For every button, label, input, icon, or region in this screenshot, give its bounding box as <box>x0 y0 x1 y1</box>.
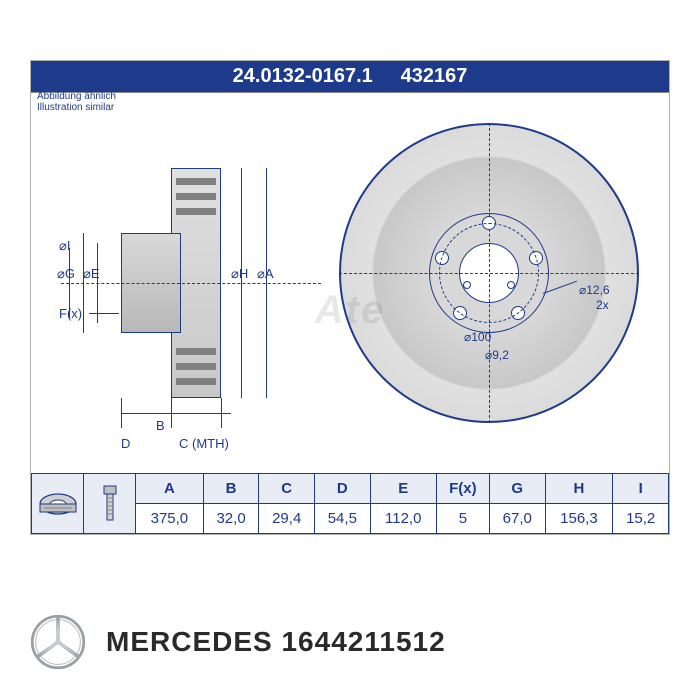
spec-card: 24.0132-0167.1 432167 Abbildung ähnlich … <box>30 60 670 535</box>
centerline <box>61 283 321 284</box>
side-view: ⌀I ⌀G ⌀E ⌀H ⌀A F(x) B D C (MTH) <box>61 148 321 418</box>
part-label: 24.0132-0167.1 <box>233 65 373 87</box>
val-I: 15,2 <box>613 504 669 534</box>
mercedes-logo-icon <box>30 614 86 670</box>
dim-line <box>97 243 98 323</box>
header-bar: 24.0132-0167.1 432167 <box>31 61 669 93</box>
bolt-icon-cell <box>84 474 136 534</box>
dim-line <box>83 233 84 333</box>
val-Fx: 5 <box>436 504 489 534</box>
val-E: 112,0 <box>370 504 436 534</box>
dim-line <box>221 398 222 428</box>
vent-slot <box>176 208 216 215</box>
face-view: ⌀100 ⌀9,2 ⌀12,6 2x <box>339 123 639 423</box>
dim-label-D: D <box>121 436 130 451</box>
note-line1: Abbildung ähnlich <box>37 91 116 102</box>
col-B: B <box>203 474 259 504</box>
col-D: D <box>315 474 371 504</box>
label-small-hole: ⌀9,2 <box>485 348 509 362</box>
dim-label-E: ⌀E <box>83 266 100 282</box>
oem-partno: 1644211512 <box>281 626 445 657</box>
col-H: H <box>545 474 613 504</box>
vent-slot <box>176 363 216 370</box>
val-H: 156,3 <box>545 504 613 534</box>
val-B: 32,0 <box>203 504 259 534</box>
label-bolt-qty: 2x <box>596 298 609 312</box>
col-I: I <box>613 474 669 504</box>
dim-line <box>266 168 267 398</box>
part-number: MERCEDES 1644211512 <box>106 626 446 658</box>
diagram-area: Ate ⌀I ⌀G ⌀E ⌀H ⌀A F(x <box>31 93 669 473</box>
val-A: 375,0 <box>136 504 204 534</box>
dim-label-A: ⌀A <box>257 266 274 282</box>
dim-line <box>89 313 119 314</box>
val-D: 54,5 <box>315 504 371 534</box>
col-A: A <box>136 474 204 504</box>
col-Fx: F(x) <box>436 474 489 504</box>
bolt-icon <box>96 482 124 526</box>
brake-disc-icon <box>36 482 80 526</box>
dim-label-Cmth: C (MTH) <box>179 436 229 451</box>
label-bolt-hole: ⌀12,6 <box>579 283 610 297</box>
col-E: E <box>370 474 436 504</box>
label-pcd: ⌀100 <box>464 330 491 344</box>
illustration-note: Abbildung ähnlich Illustration similar <box>37 91 116 113</box>
brand-name: MERCEDES <box>106 626 273 657</box>
vent-slot <box>176 378 216 385</box>
pcd-circle <box>439 223 539 323</box>
vent-slot <box>176 178 216 185</box>
table-header-row: A B C D E F(x) G H I <box>32 474 669 504</box>
dim-line <box>121 413 231 414</box>
dim-label-I: ⌀I <box>59 238 70 254</box>
note-line2: Illustration similar <box>37 102 116 113</box>
dim-label-H: ⌀H <box>231 266 248 282</box>
col-G: G <box>489 474 545 504</box>
alt-code: 432167 <box>401 65 468 87</box>
dim-label-B: B <box>156 418 165 433</box>
dim-line <box>171 398 172 428</box>
dim-line <box>121 398 122 428</box>
val-G: 67,0 <box>489 504 545 534</box>
dim-label-Fx: F(x) <box>59 306 82 321</box>
col-C: C <box>259 474 315 504</box>
dim-line <box>241 168 242 398</box>
footer: MERCEDES 1644211512 <box>30 614 670 670</box>
dim-label-G: ⌀G <box>57 266 75 282</box>
vent-slot <box>176 193 216 200</box>
vent-slot <box>176 348 216 355</box>
val-C: 29,4 <box>259 504 315 534</box>
spec-table: A B C D E F(x) G H I 375,0 32,0 29,4 54,… <box>31 473 669 534</box>
disc-icon-cell <box>32 474 84 534</box>
